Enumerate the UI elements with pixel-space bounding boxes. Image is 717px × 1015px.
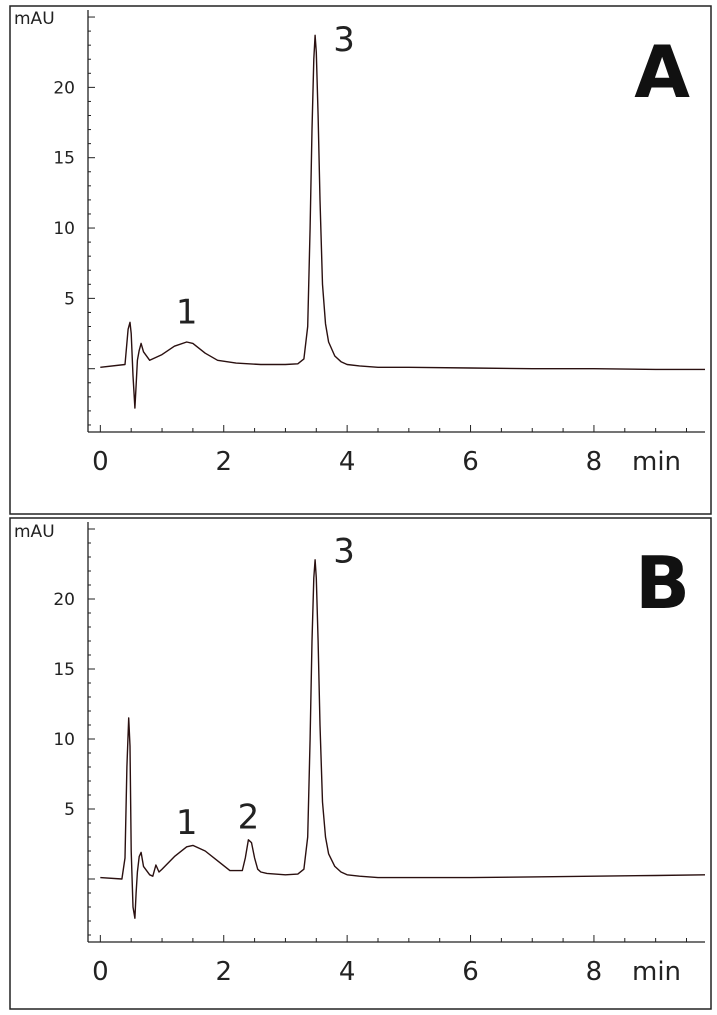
panel-a-label: A — [634, 30, 690, 114]
panel-a-xlabel: min — [632, 447, 681, 477]
panel-a-y-tick-label: 20 — [53, 78, 75, 98]
panel-a-frame — [9, 5, 712, 515]
panel-b-x-tick-label: 2 — [215, 957, 232, 987]
panel-b-x-tick-label: 0 — [92, 957, 109, 987]
panel-a-annotations: 13 — [176, 20, 355, 333]
panel-a-x-tick-label: 2 — [215, 447, 232, 477]
panel-a-axes — [87, 10, 705, 433]
panel-a-series-line — [100, 34, 705, 409]
panel-a-x-tick-label: 6 — [462, 447, 479, 477]
panel-a-y-tick-label: 5 — [64, 289, 75, 309]
panel-b-ticks: 0 2 4 6 8 5 10 15 20 — [53, 528, 687, 987]
panel-b-series-line — [100, 559, 706, 919]
panel-b-x-tick-label: 6 — [462, 957, 479, 987]
panel-b-annotations: 1 2 3 — [176, 532, 355, 844]
panel-a-y-tick-label: 15 — [53, 149, 75, 169]
panel-b-x-tick-label: 4 — [339, 957, 356, 987]
panel-a-x-tick-label: 0 — [92, 447, 109, 477]
panel-b-x-tick-label: 8 — [586, 957, 603, 987]
panel-b-y-tick-label: 10 — [53, 730, 75, 750]
panel-b-y-tick-label: 15 — [53, 660, 75, 680]
panel-b-peak-label: 3 — [333, 532, 355, 572]
panel-b-xlabel: min — [632, 957, 681, 987]
panel-a-x-tick-label: 8 — [586, 447, 603, 477]
panel-a-peak-label: 1 — [176, 293, 198, 333]
panel-a-ylabel: mAU — [14, 9, 55, 29]
panel-b-label: B — [635, 541, 690, 625]
panel-b-peak-label: 1 — [176, 803, 198, 843]
panel-b-y-tick-label: 5 — [64, 800, 75, 820]
panel-a-y-tick-label: 10 — [53, 219, 75, 239]
panel-b-frame — [9, 517, 712, 1010]
panel-b-peak-label: 2 — [238, 798, 260, 838]
panel-a-ticks: 0 2 4 6 8 5 10 15 20 — [53, 16, 687, 477]
panel-b-ylabel: mAU — [14, 522, 55, 542]
panel-b-axes — [87, 522, 705, 943]
panel-a-peak-label: 3 — [333, 20, 355, 60]
panel-b-y-tick-label: 20 — [53, 590, 75, 610]
panel-a-x-tick-label: 4 — [339, 447, 356, 477]
